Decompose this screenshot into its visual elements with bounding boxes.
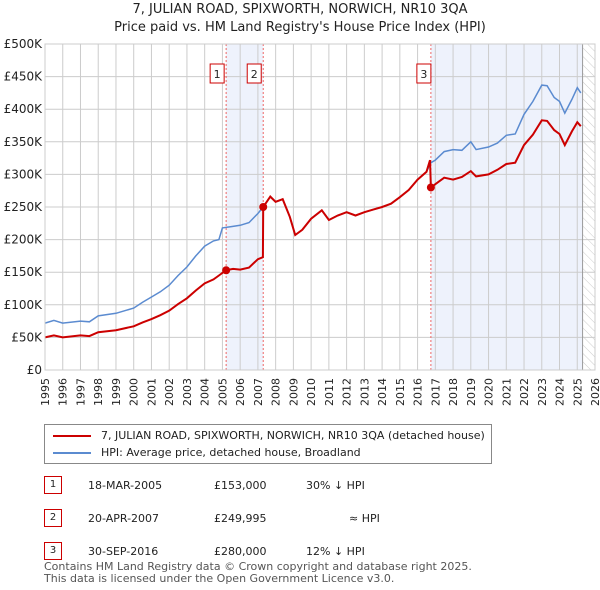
y-tick-label: £50K (11, 330, 43, 344)
legend-item-property: 7, JULIAN ROAD, SPIXWORTH, NORWICH, NR10… (53, 429, 485, 442)
x-tick-label: 2006 (234, 378, 247, 406)
x-tick-label: 2024 (554, 378, 567, 406)
y-tick-label: £500K (4, 37, 44, 51)
x-tick-label: 2009 (287, 378, 300, 406)
y-tick-label: £150K (4, 265, 44, 279)
sale-date: 30-SEP-2016 (88, 545, 159, 558)
plot-border (44, 43, 596, 371)
x-tick-label: 1999 (110, 378, 123, 406)
sale-label: 3 (420, 68, 427, 81)
legend-item-hpi: HPI: Average price, detached house, Broa… (53, 446, 361, 459)
sale-price: £153,000 (214, 479, 267, 492)
x-tick-label: 2013 (358, 378, 371, 406)
x-tick-label: 2020 (483, 378, 496, 406)
sale-point (426, 183, 435, 192)
chart-title: 7, JULIAN ROAD, SPIXWORTH, NORWICH, NR10… (132, 2, 468, 17)
x-tick-label: 2007 (252, 378, 265, 406)
x-tick-label: 2025 (571, 378, 584, 406)
price-paid-line (44, 119, 582, 339)
sale-price: £249,995 (214, 512, 267, 525)
table-row: 3 30-SEP-2016 £280,000 12% ↓ HPI (44, 542, 564, 562)
price-chart: 1995 1996 1997 1998 1999 2000 2001 2002 2003 2004… (4, 37, 600, 406)
x-tick-label: 2021 (500, 378, 513, 406)
x-tick-label: 2002 (163, 378, 176, 406)
sale-badge: 1 (44, 476, 62, 494)
table-row: 1 18-MAR-2005 £153,000 30% ↓ HPI (44, 476, 564, 496)
sale-point (222, 266, 231, 275)
legend-label: 7, JULIAN ROAD, SPIXWORTH, NORWICH, NR10… (101, 429, 485, 442)
y-tick-label: £100K (4, 298, 44, 312)
x-tick-label: 2010 (305, 378, 318, 406)
sale-label: 1 (214, 68, 221, 81)
x-tick-label: 2003 (181, 378, 194, 406)
x-tick-label: 2000 (128, 378, 141, 406)
legend: 7, JULIAN ROAD, SPIXWORTH, NORWICH, NR10… (44, 424, 492, 464)
y-tick-label: £450K (4, 70, 44, 84)
sale-label-box (209, 63, 225, 84)
x-tick-label: 2001 (145, 378, 158, 406)
x-tick-label: 2008 (270, 378, 283, 406)
sale-badge: 2 (44, 509, 62, 527)
x-tick-label: 2023 (536, 378, 549, 406)
x-tick-label: 2026 (589, 378, 600, 406)
x-tick-label: 1997 (74, 378, 87, 406)
y-tick-label: £300K (4, 167, 44, 181)
footer-license: This data is licensed under the Open Gov… (44, 572, 395, 585)
y-tick-label: £200K (4, 233, 44, 247)
sale-hpi: 12% ↓ HPI (306, 545, 365, 558)
x-tick-label: 2014 (376, 378, 389, 406)
sale-hpi: 30% ↓ HPI (306, 479, 365, 492)
x-tick-label: 1995 (39, 378, 52, 406)
x-tick-label: 2011 (323, 378, 336, 406)
x-tick-label: 2019 (465, 378, 478, 406)
x-tick-label: 1996 (57, 378, 70, 406)
y-tick-label: £400K (4, 102, 44, 116)
sale-date: 20-APR-2007 (88, 512, 160, 525)
chart-subtitle: Price paid vs. HM Land Registry's House … (114, 20, 486, 35)
sale-label: 2 (251, 68, 258, 81)
x-tick-label: 2015 (394, 378, 407, 406)
sale-point (259, 203, 268, 212)
x-tick-label: 2017 (429, 378, 442, 406)
sale-price: £280,000 (214, 545, 267, 558)
sale-date: 18-MAR-2005 (88, 479, 163, 492)
sale-label-box (246, 63, 262, 84)
y-tick-label: £250K (4, 200, 44, 214)
sale-label-box (416, 63, 432, 84)
x-tick-label: 2016 (412, 378, 425, 406)
footer-copyright: Contains HM Land Registry data © Crown c… (44, 560, 472, 573)
y-tick-label: £0 (27, 363, 42, 377)
x-tick-label: 2018 (447, 378, 460, 406)
sale-badge: 3 (44, 542, 62, 560)
legend-label: HPI: Average price, detached house, Broa… (101, 446, 361, 459)
x-tick-label: 2004 (199, 378, 212, 406)
x-tick-label: 1998 (92, 378, 105, 406)
sale-hpi: ≈ HPI (349, 512, 380, 525)
x-tick-label: 2005 (216, 378, 229, 406)
x-tick-label: 2012 (341, 378, 354, 406)
y-tick-label: £350K (4, 135, 44, 149)
table-row: 2 20-APR-2007 £249,995 ≈ HPI (44, 509, 564, 529)
x-tick-label: 2022 (518, 378, 531, 406)
